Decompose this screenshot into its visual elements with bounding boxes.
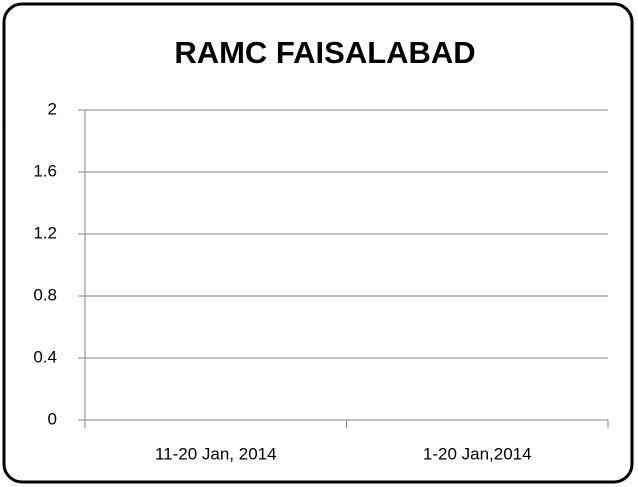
y-tick-label: 1.6 xyxy=(33,161,57,180)
chart-title: RAMC FAISALABAD xyxy=(174,35,475,70)
y-tick-label: 2 xyxy=(48,99,57,118)
x-tick-label: 1-20 Jan,2014 xyxy=(423,444,532,463)
y-tick-label: 1.2 xyxy=(33,223,57,242)
y-tick-label: 0.8 xyxy=(33,285,57,304)
y-tick-label: 0.4 xyxy=(33,347,57,366)
x-tick-label: 11-20 Jan, 2014 xyxy=(155,444,277,463)
y-tick-label: 0 xyxy=(48,409,57,428)
